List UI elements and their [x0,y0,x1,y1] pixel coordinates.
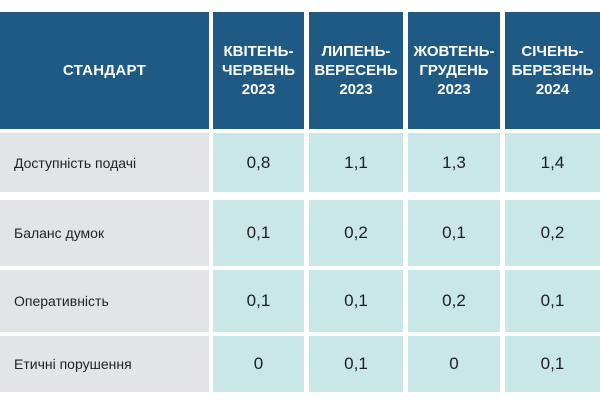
row-label: Етичні порушення [0,336,209,392]
header-period-jul-sep-2023: ЛИПЕНЬ- ВЕРЕСЕНЬ 2023 [309,12,403,129]
table-cell: 0,1 [309,336,403,392]
table-cell: 0 [408,336,500,392]
table-cell: 0,1 [213,200,304,266]
header-standard: СТАНДАРТ [0,12,209,129]
table-cell: 0,1 [309,270,403,332]
header-period-jan-mar-2024: СІЧЕНЬ- БЕРЕЗЕНЬ 2024 [505,12,600,129]
row-label: Доступність подачі [0,133,209,192]
table-row: Оперативність 0,1 0,1 0,2 0,1 [0,270,600,332]
table-cell: 0,1 [505,336,600,392]
table-cell: 0,1 [408,200,500,266]
table-cell: 1,1 [309,133,403,192]
table-row: Етичні порушення 0 0,1 0 0,1 [0,336,600,392]
table-cell: 0,2 [408,270,500,332]
table-cell: 1,4 [505,133,600,192]
table-cell: 0,1 [213,270,304,332]
table-cell: 0,1 [505,270,600,332]
header-row: СТАНДАРТ КВІТЕНЬ- ЧЕРВЕНЬ 2023 ЛИПЕНЬ- В… [0,12,600,129]
header-period-oct-dec-2023: ЖОВТЕНЬ- ГРУДЕНЬ 2023 [408,12,500,129]
table-row: Доступність подачі 0,8 1,1 1,3 1,4 [0,133,600,192]
row-label: Баланс думок [0,200,209,266]
table-cell: 0,8 [213,133,304,192]
row-label: Оперативність [0,270,209,332]
header-period-apr-jun-2023: КВІТЕНЬ- ЧЕРВЕНЬ 2023 [213,12,304,129]
table-cell: 1,3 [408,133,500,192]
table-row: Баланс думок 0,1 0,2 0,1 0,2 [0,200,600,266]
table-cell: 0 [213,336,304,392]
table-cell: 0,2 [505,200,600,266]
table-cell: 0,2 [309,200,403,266]
